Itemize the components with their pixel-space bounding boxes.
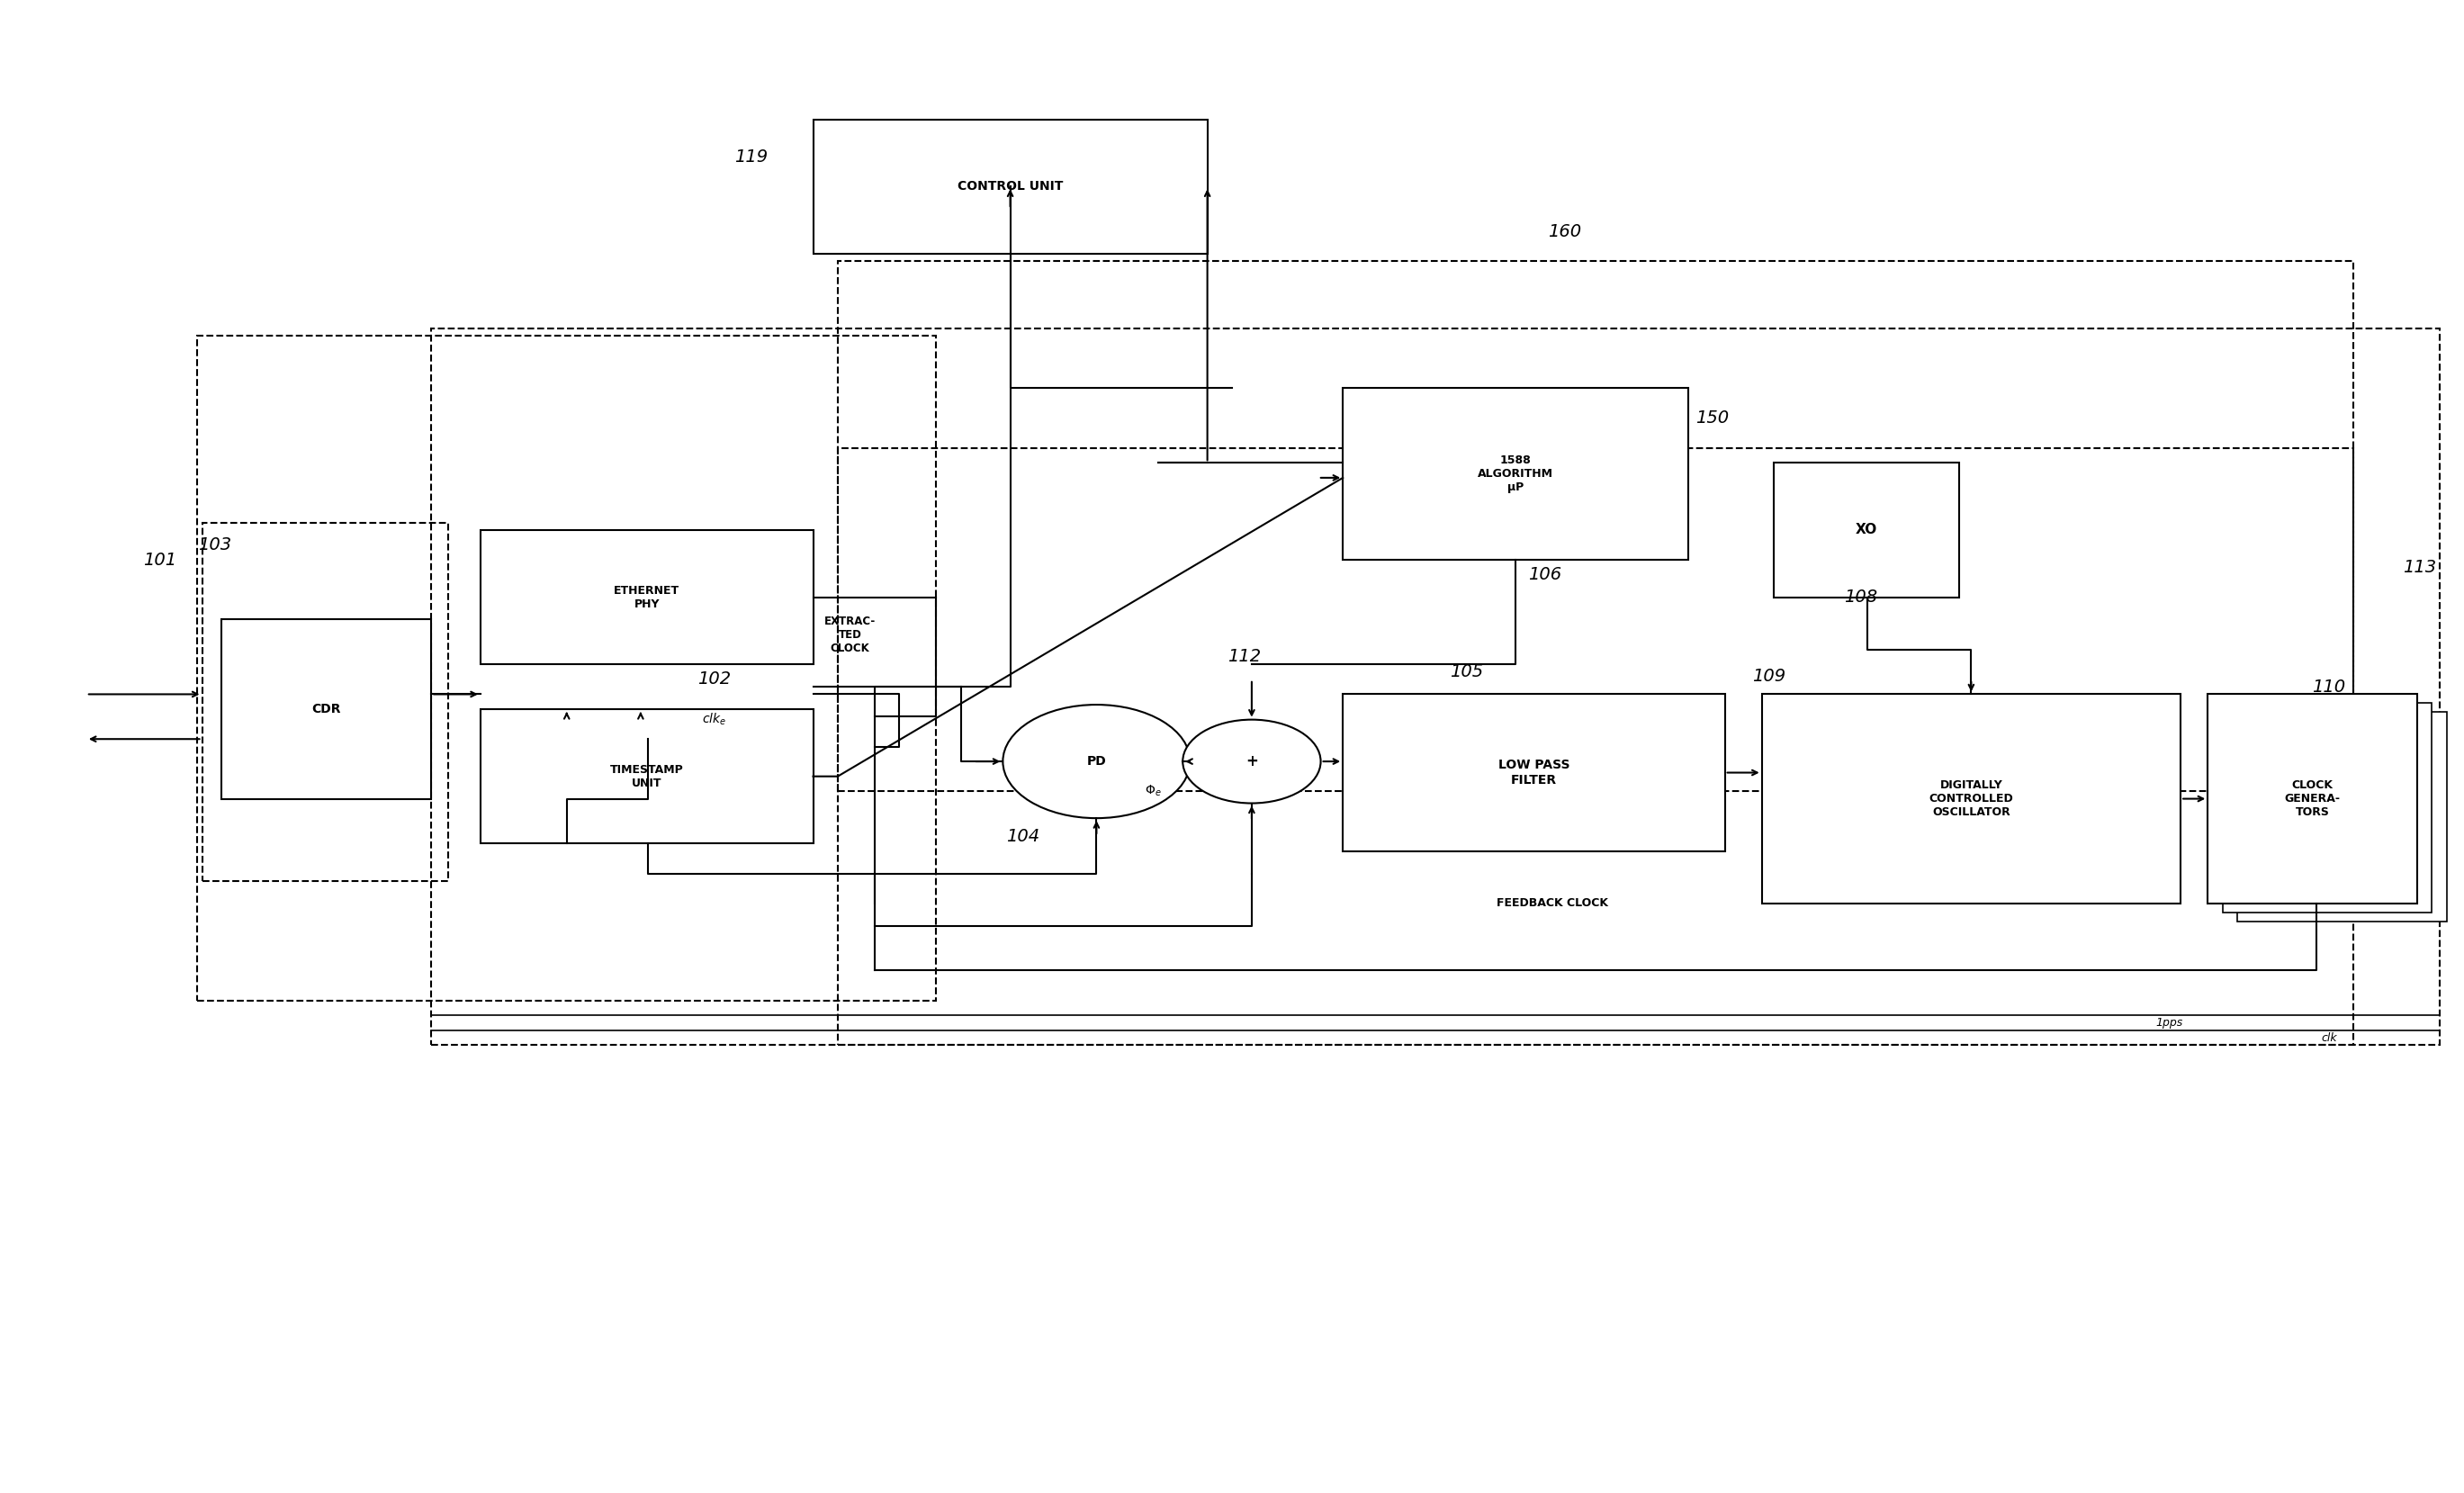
FancyBboxPatch shape: [2208, 694, 2417, 903]
Text: 103: 103: [197, 536, 232, 554]
Text: 150: 150: [1695, 409, 1730, 427]
FancyBboxPatch shape: [2208, 694, 2417, 903]
Text: 104: 104: [1005, 827, 1040, 845]
Text: XO: XO: [1855, 523, 1878, 537]
Text: FEEDBACK CLOCK: FEEDBACK CLOCK: [1496, 897, 1609, 909]
Text: 101: 101: [143, 551, 177, 569]
FancyBboxPatch shape: [2237, 712, 2447, 921]
Text: 160: 160: [1547, 222, 1582, 240]
FancyBboxPatch shape: [480, 709, 813, 844]
Text: 1588
ALGORITHM
μP: 1588 ALGORITHM μP: [1478, 455, 1552, 493]
Text: CDR: CDR: [313, 703, 340, 715]
Text: ETHERNET
PHY: ETHERNET PHY: [614, 585, 680, 609]
Circle shape: [1003, 705, 1190, 818]
Text: 109: 109: [1752, 667, 1786, 685]
FancyBboxPatch shape: [2223, 703, 2432, 912]
FancyBboxPatch shape: [813, 119, 1207, 254]
Text: LOW PASS
FILTER: LOW PASS FILTER: [1498, 758, 1570, 787]
Text: PD: PD: [1087, 755, 1106, 767]
FancyBboxPatch shape: [1774, 463, 1959, 597]
Text: clk: clk: [2321, 1032, 2336, 1044]
Text: 119: 119: [734, 148, 769, 166]
Text: 105: 105: [1449, 663, 1483, 681]
FancyBboxPatch shape: [222, 620, 431, 799]
Text: 108: 108: [1843, 588, 1878, 606]
FancyBboxPatch shape: [1343, 694, 1725, 851]
Circle shape: [1183, 720, 1321, 803]
Text: 102: 102: [697, 670, 732, 688]
Text: 113: 113: [2402, 558, 2437, 576]
Text: CONTROL UNIT: CONTROL UNIT: [958, 181, 1062, 193]
FancyBboxPatch shape: [1762, 694, 2181, 903]
FancyBboxPatch shape: [1343, 388, 1688, 560]
Text: EXTRAC-
TED
CLOCK: EXTRAC- TED CLOCK: [825, 615, 875, 654]
Text: 110: 110: [2311, 678, 2346, 696]
Text: +: +: [1244, 754, 1259, 769]
Text: CLOCK
GENERA-
TORS: CLOCK GENERA- TORS: [2284, 779, 2341, 818]
Text: $\Phi_e$: $\Phi_e$: [1146, 784, 1161, 799]
Text: 1pps: 1pps: [2156, 1017, 2183, 1029]
Text: TIMESTAMP
UNIT: TIMESTAMP UNIT: [611, 764, 683, 788]
Text: 112: 112: [1227, 648, 1262, 666]
Text: $clk_e$: $clk_e$: [702, 712, 727, 727]
Text: 106: 106: [1528, 566, 1562, 584]
Text: DIGITALLY
CONTROLLED
OSCILLATOR: DIGITALLY CONTROLLED OSCILLATOR: [1929, 779, 2013, 818]
FancyBboxPatch shape: [480, 530, 813, 664]
